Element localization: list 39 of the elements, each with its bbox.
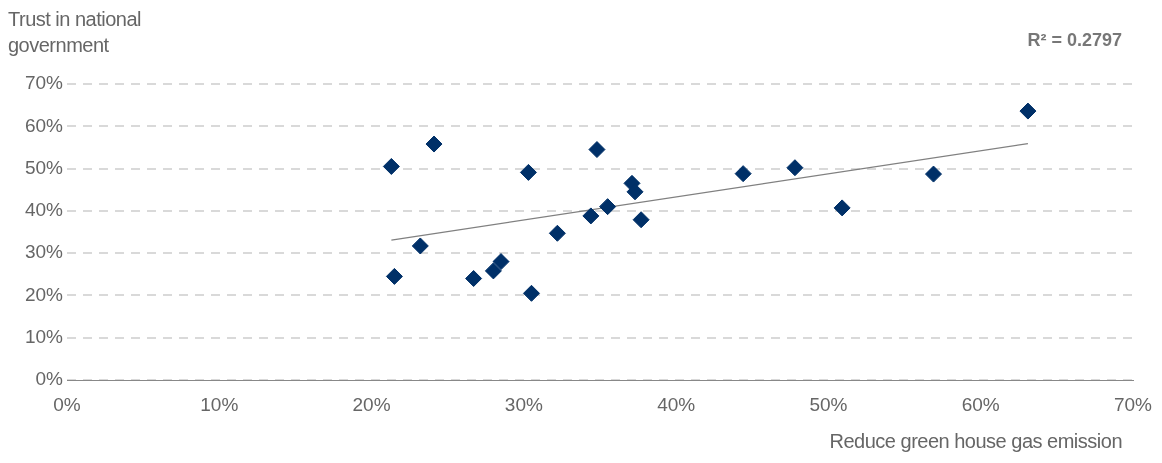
point [1019, 102, 1037, 120]
point [385, 267, 403, 285]
y-tick-label: 50% [24, 156, 64, 178]
x-tick-label: 40% [657, 393, 696, 415]
point [411, 237, 429, 255]
point [632, 211, 650, 229]
x-tick-label: 50% [809, 393, 848, 415]
point [519, 163, 537, 181]
point [465, 270, 483, 288]
y-tick-label: 70% [24, 72, 64, 94]
y-axis-title: Trust in national government [8, 7, 143, 58]
point [548, 224, 566, 242]
x-axis-title: Reduce green house gas emission [829, 430, 1122, 453]
x-tick-label: 0% [53, 393, 81, 415]
point [925, 165, 943, 183]
y-tick-label: 10% [24, 325, 64, 347]
x-tick-label: 20% [352, 393, 391, 415]
y-tick-label: 40% [24, 199, 64, 221]
point [425, 135, 443, 153]
y-tick-label: 0% [35, 368, 64, 390]
x-tick-label: 60% [961, 393, 1000, 415]
point [484, 262, 502, 280]
point [786, 159, 804, 177]
y-tick-label: 30% [24, 241, 64, 263]
point [833, 199, 851, 217]
point [626, 183, 644, 201]
point [382, 157, 400, 175]
x-tick-label: 70% [1113, 393, 1153, 415]
x-tick-label: 10% [200, 393, 239, 415]
text: R² = 0.2797 [1027, 30, 1122, 51]
point [734, 165, 752, 183]
point [522, 284, 540, 302]
point [492, 253, 510, 271]
point [588, 141, 606, 159]
point [599, 198, 617, 216]
x-tick-label: 30% [504, 393, 543, 415]
y-tick-label: 20% [24, 283, 64, 305]
y-tick-label: 60% [24, 114, 64, 136]
point [582, 207, 600, 225]
